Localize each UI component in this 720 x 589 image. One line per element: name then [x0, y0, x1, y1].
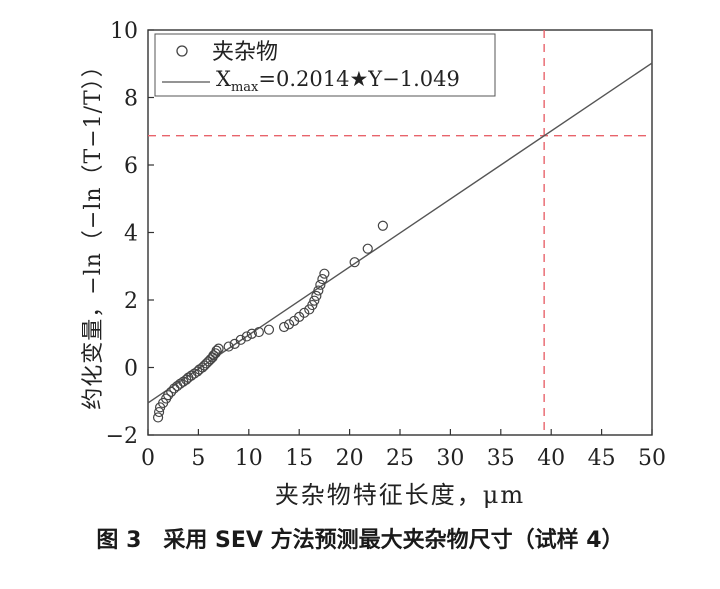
- y-tick-label: 8: [124, 87, 138, 112]
- data-point: [319, 268, 330, 279]
- data-point: [349, 257, 360, 268]
- data-point: [213, 343, 224, 354]
- data-point: [377, 220, 388, 231]
- y-tick-label: 2: [124, 289, 138, 314]
- legend-box: [154, 33, 496, 97]
- legend-marker-icon: [176, 45, 188, 57]
- data-point: [317, 273, 328, 285]
- reference-lines: [148, 30, 652, 435]
- data-point: [163, 390, 174, 401]
- scatter-points: [152, 220, 388, 423]
- x-tick-label: 50: [638, 446, 666, 471]
- x-axis-label: 夹杂物特征长度，μm: [275, 481, 525, 509]
- legend: 夹杂物 Xmax=0.2014★Y−1.049: [154, 33, 496, 97]
- x-tick-label: 10: [235, 446, 263, 471]
- figure-caption: 图 3 采用 SEV 方法预测最大夹杂物尺寸（试样 4）: [96, 528, 624, 553]
- data-point: [153, 406, 165, 418]
- data-point: [152, 412, 164, 423]
- y-tick-label: 6: [124, 154, 138, 179]
- x-tick-label: 45: [588, 446, 616, 471]
- data-point: [362, 243, 373, 254]
- x-tick-label: 20: [336, 446, 364, 471]
- fit-line: [147, 62, 653, 404]
- y-tick-label: 10: [110, 19, 138, 44]
- x-tick-label: 5: [191, 446, 205, 471]
- data-point: [246, 328, 257, 339]
- data-point: [263, 324, 275, 335]
- x-tick-label: 25: [386, 446, 414, 471]
- data-point: [284, 319, 295, 330]
- data-point: [211, 345, 222, 356]
- data-point: [299, 307, 310, 318]
- x-tick-label: 35: [487, 446, 515, 471]
- data-point: [241, 331, 252, 342]
- legend-label-inclusions: 夹杂物: [212, 40, 278, 65]
- data-point: [223, 341, 234, 352]
- data-point: [309, 295, 320, 306]
- y-tick-label: 4: [124, 222, 138, 247]
- data-point: [313, 285, 324, 296]
- x-tick-label: 15: [285, 446, 313, 471]
- y-tick-label: 0: [124, 357, 138, 382]
- data-point: [166, 386, 177, 397]
- data-point: [315, 279, 326, 290]
- y-axis-label: 约化变量，−ln（−ln（T−1/T））: [81, 54, 106, 409]
- data-point: [278, 321, 290, 333]
- legend-label-fit: Xmax=0.2014★Y−1.049: [216, 67, 460, 95]
- data-point: [235, 334, 246, 345]
- x-tick-label: 30: [436, 446, 464, 471]
- data-point: [253, 326, 264, 338]
- y-tick-label: −2: [106, 424, 138, 449]
- fit-line-layer: [147, 62, 653, 404]
- x-tick-label: 0: [141, 446, 155, 471]
- data-point: [311, 290, 322, 302]
- x-tick-label: 40: [537, 446, 565, 471]
